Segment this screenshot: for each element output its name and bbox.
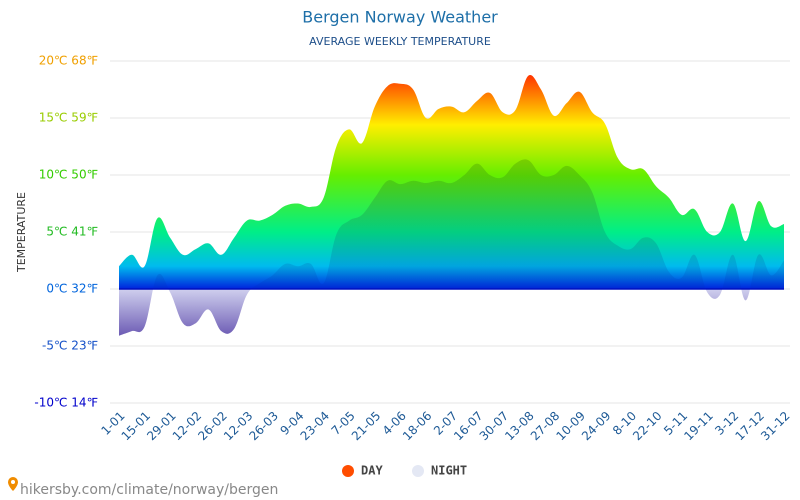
x-tick-label: 21-05 xyxy=(349,409,384,444)
x-tick-label: 23-04 xyxy=(298,409,333,444)
legend: DAY NIGHT xyxy=(342,464,467,478)
x-tick-label: 19-11 xyxy=(681,409,716,444)
x-tick-label: 26-03 xyxy=(246,409,281,444)
y-tick-label: 0℃ 32℉ xyxy=(46,282,98,296)
legend-label: NIGHT xyxy=(431,464,467,478)
pin-dot xyxy=(11,480,15,484)
x-tick-label: 18-06 xyxy=(400,409,435,444)
y-axis-label: TEMPERATURE xyxy=(15,192,28,273)
chart-subtitle: AVERAGE WEEKLY TEMPERATURE xyxy=(309,35,491,48)
x-tick-label: 24-09 xyxy=(579,409,614,444)
y-tick-label: 20℃ 68℉ xyxy=(39,54,98,68)
legend-swatch xyxy=(412,465,424,477)
area-1 xyxy=(119,159,784,336)
source: hikersby.com/climate/norway/bergen xyxy=(8,477,278,498)
x-tick-label: 22-10 xyxy=(630,409,665,444)
legend-label: DAY xyxy=(361,464,383,478)
y-tick-label: 10℃ 50℉ xyxy=(39,168,98,182)
source-text: hikersby.com/climate/norway/bergen xyxy=(20,482,278,498)
y-tick-label: -10℃ 14℉ xyxy=(34,396,98,410)
x-tick-label: 31-12 xyxy=(758,409,793,444)
y-tick-label: -5℃ 23℉ xyxy=(42,339,98,353)
chart-title: Bergen Norway Weather xyxy=(302,8,498,27)
legend-swatch xyxy=(342,465,354,477)
y-tick-label: 5℃ 41℉ xyxy=(46,225,98,239)
area-0 xyxy=(119,75,784,289)
y-tick-label: 15℃ 59℉ xyxy=(39,111,98,125)
